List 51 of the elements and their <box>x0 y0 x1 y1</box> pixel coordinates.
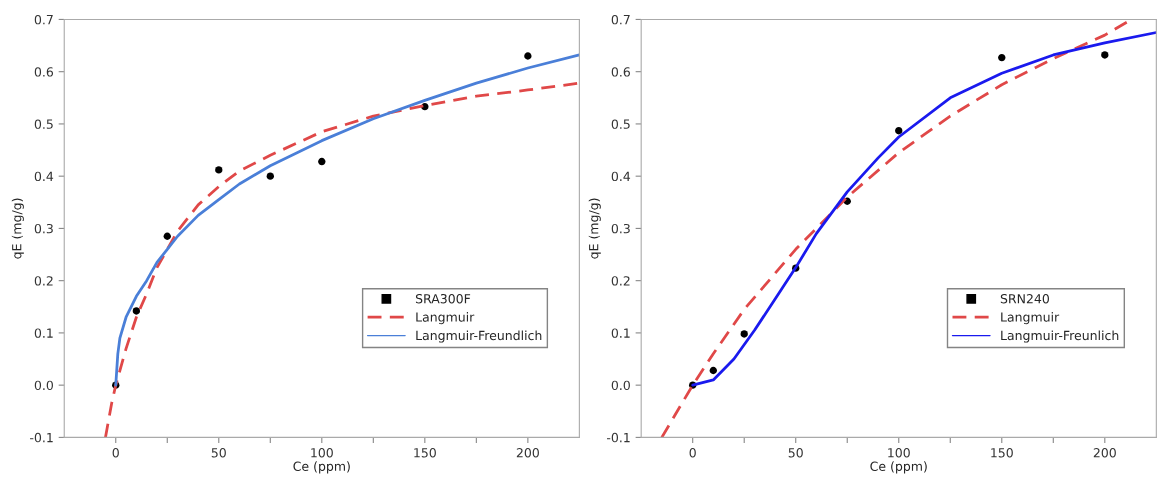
y-tick-label: 0.5 <box>611 119 630 129</box>
y-axis-title: qE (mg/g) <box>11 198 24 259</box>
y-tick-label: -0.1 <box>30 432 53 443</box>
legend-label: Langmuir <box>416 312 475 325</box>
legend-label: Langmuir-Freunlich <box>1001 330 1119 343</box>
point <box>895 127 903 135</box>
point <box>524 52 532 60</box>
x-tick-label: 50 <box>788 448 803 458</box>
legend-label: Langmuir <box>1001 312 1060 325</box>
y-tick-label: 0.1 <box>34 328 53 338</box>
y-tick-label: 0.1 <box>611 328 630 338</box>
y-tick-label: 0.7 <box>34 14 53 25</box>
point <box>740 330 748 338</box>
y-tick-label: 0.6 <box>611 67 630 77</box>
x-axis-title: Ce (ppm) <box>293 461 350 474</box>
x-tick-label: 150 <box>414 448 436 458</box>
legend-label: SRN240 <box>1000 293 1049 304</box>
x-tick-label: 200 <box>1093 448 1116 458</box>
x-tick-label: 100 <box>311 448 333 458</box>
point <box>998 53 1006 62</box>
y-tick-label: 0.3 <box>34 223 53 234</box>
legend-label: SRA300F <box>415 293 471 304</box>
point <box>1101 51 1109 59</box>
point <box>215 166 223 174</box>
y-axis-title: qE (mg/g) <box>588 198 601 259</box>
y-tick-label: -0.1 <box>606 432 630 443</box>
x-tick-label: 200 <box>516 448 539 458</box>
point <box>163 232 171 240</box>
point <box>132 307 141 315</box>
x-axis-title: Ce (ppm) <box>870 461 927 474</box>
y-tick-label: 0.5 <box>34 119 53 129</box>
y-tick-label: 0.0 <box>34 380 53 391</box>
point <box>318 157 326 166</box>
legend-label: Langmuir-Freundlich <box>416 330 542 343</box>
x-tick-label: 100 <box>888 448 910 458</box>
point <box>709 366 717 375</box>
y-tick-label: 0.3 <box>611 223 630 234</box>
y-tick-label: 0.0 <box>611 380 630 391</box>
x-tick-label: 50 <box>211 448 226 458</box>
y-tick-label: 0.4 <box>34 171 54 182</box>
x-tick-label: 150 <box>991 448 1013 458</box>
line-series <box>114 53 580 387</box>
x-tick-label: 0 <box>689 448 696 458</box>
y-tick-label: 0.2 <box>34 276 53 286</box>
point <box>266 172 274 180</box>
y-tick-label: 0.2 <box>611 276 630 286</box>
y-tick-label: 0.4 <box>611 171 631 182</box>
y-tick-label: 0.6 <box>34 67 54 77</box>
line-series <box>104 81 580 438</box>
y-tick-label: 0.7 <box>611 14 630 25</box>
x-tick-label: 0 <box>112 448 119 458</box>
